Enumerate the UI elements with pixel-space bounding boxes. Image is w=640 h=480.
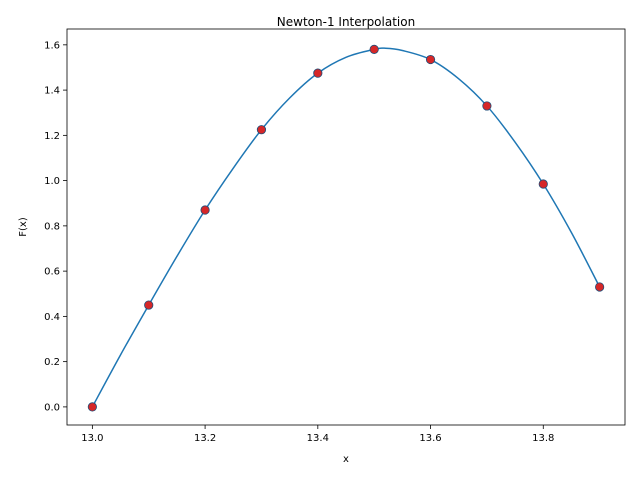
data-point <box>256 125 267 135</box>
x-tick-label: 13.0 <box>81 433 103 444</box>
data-point <box>538 179 548 189</box>
y-tick-label: 0.0 <box>44 402 60 413</box>
y-tick-label: 0.2 <box>44 357 60 368</box>
x-axis-label: x <box>343 454 349 465</box>
y-tick-label: 1.0 <box>44 176 60 187</box>
x-tick-label: 13.4 <box>307 433 329 444</box>
y-tick-label: 1.6 <box>44 40 60 51</box>
y-axis: 0.0 0.2 0.4 0.6 0.8 1.0 1.2 1.4 1.6 <box>44 40 67 413</box>
x-tick-label: 13.2 <box>194 433 216 444</box>
chart-title: Newton-1 Interpolation <box>277 15 415 29</box>
x-tick-label: 13.8 <box>532 433 554 444</box>
y-tick-label: 0.4 <box>44 312 60 323</box>
data-point <box>482 101 492 111</box>
data-point <box>87 402 97 412</box>
y-axis-label: F(x) <box>18 217 29 237</box>
y-tick-label: 0.8 <box>44 221 60 232</box>
data-point <box>200 205 210 215</box>
y-tick-label: 1.2 <box>44 131 60 142</box>
x-tick-label: 13.6 <box>419 433 441 444</box>
data-point <box>313 68 323 78</box>
data-point <box>425 54 436 65</box>
data-points <box>87 44 605 412</box>
plot-area-frame <box>66 28 626 426</box>
y-tick-label: 1.4 <box>44 86 60 97</box>
data-point <box>595 282 605 292</box>
interpolation-curve <box>91 47 601 408</box>
y-tick-label: 0.6 <box>44 267 60 278</box>
data-point <box>144 300 154 310</box>
data-point <box>369 44 379 54</box>
x-axis: 13.0 13.2 13.4 13.6 13.8 <box>81 425 554 444</box>
